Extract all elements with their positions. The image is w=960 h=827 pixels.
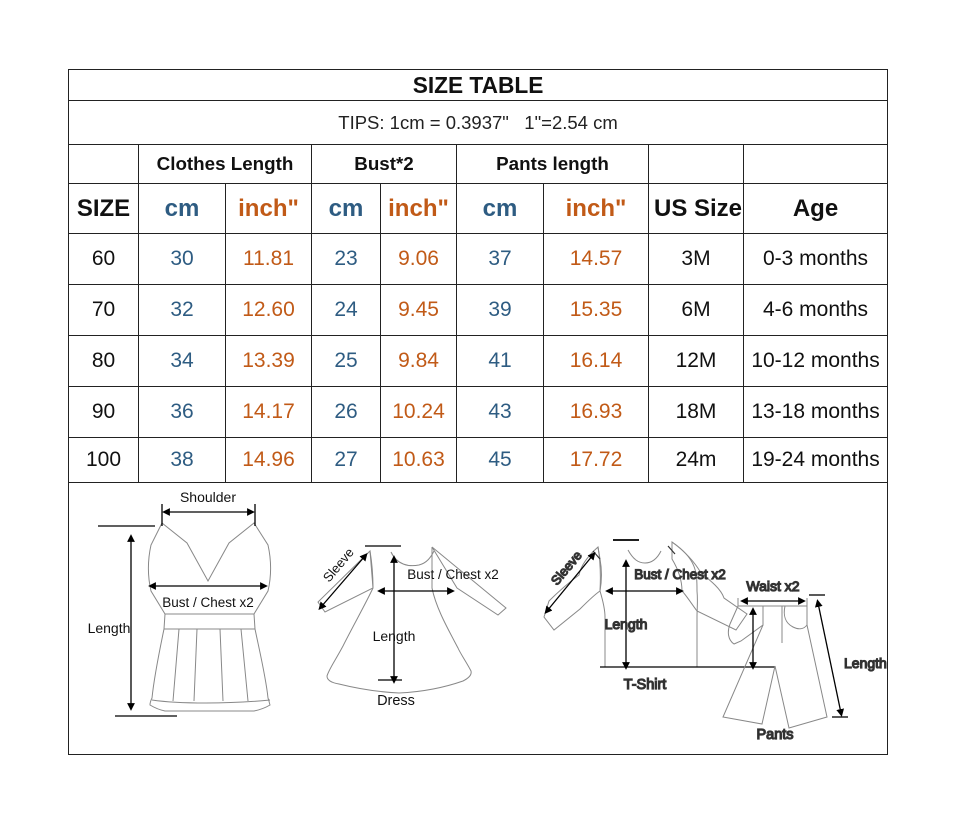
svg-text:Sleeve: Sleeve [548,548,585,588]
svg-text:Waist x2: Waist x2 [746,578,799,594]
svg-text:Length: Length [373,628,416,644]
svg-text:Bust / Chest x2: Bust / Chest x2 [407,567,499,582]
svg-text:Pants: Pants [756,727,793,743]
svg-text:T-Shirt: T-Shirt [624,677,667,693]
svg-text:Length: Length [844,655,887,671]
svg-text:Shoulder: Shoulder [180,489,236,505]
svg-text:Bust / Chest x2: Bust / Chest x2 [162,595,254,610]
svg-text:Length: Length [88,620,131,636]
svg-text:Sleeve: Sleeve [320,545,357,585]
svg-text:Dress: Dress [377,693,415,709]
svg-text:Bust / Chest x2: Bust / Chest x2 [634,567,726,582]
svg-text:Length: Length [605,616,648,632]
